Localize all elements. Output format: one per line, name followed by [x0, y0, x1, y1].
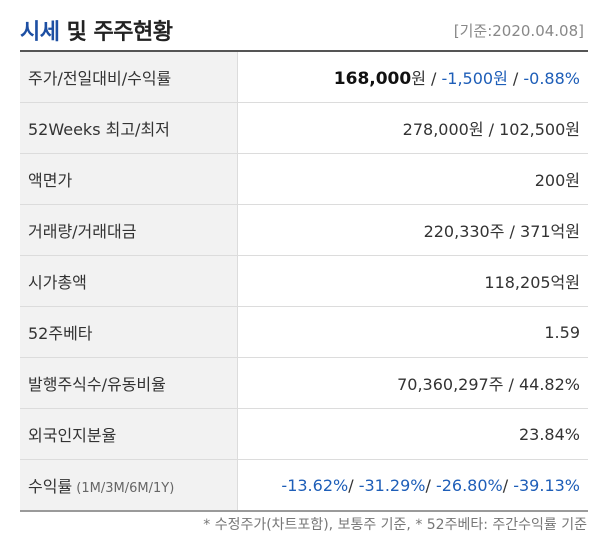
table-row: 주가/전일대비/수익률 168,000원 / -1,500원 / -0.88%: [20, 51, 588, 103]
table-row: 수익률 (1M/3M/6M/1Y) -13.62%/ -31.29%/ -26.…: [20, 459, 589, 512]
row-value: 168,000원 / -1,500원 / -0.88%: [237, 51, 588, 103]
row-label: 주가/전일대비/수익률: [20, 51, 238, 103]
row-label: 액면가: [20, 153, 238, 205]
table-row: 액면가 200원: [20, 153, 588, 205]
row-value: 278,000원 / 102,500원: [237, 102, 588, 154]
separator: /: [502, 475, 514, 495]
price-change-rate: -0.88%: [523, 69, 580, 88]
row-value: 220,330주 / 371억원: [237, 204, 588, 256]
return-3m: -31.29%: [358, 475, 426, 495]
separator: /: [425, 475, 436, 495]
row-label: 거래량/거래대금: [20, 204, 238, 256]
current-price: 168,000: [333, 69, 412, 89]
separator: /: [507, 69, 524, 88]
footnote: * 수정주가(차트포함), 보통주 기준, * 52주베타: 주간수익률 기준: [203, 517, 587, 533]
table-row: 외국인지분율 23.84%: [20, 408, 588, 460]
row-label: 수익률 (1M/3M/6M/1Y): [20, 459, 238, 511]
table-row: 52Weeks 최고/최저 278,000원 / 102,500원: [20, 102, 588, 154]
table-row: 거래량/거래대금 220,330주 / 371억원: [20, 204, 588, 256]
returns-label: 수익률: [28, 477, 73, 496]
table-row: 발행주식수/유동비율 70,360,297주 / 44.82%: [20, 357, 588, 409]
title-accent: 시세: [20, 20, 60, 45]
stock-info-table: 주가/전일대비/수익률 168,000원 / -1,500원 / -0.88% …: [20, 50, 588, 512]
separator: /: [425, 69, 442, 88]
row-value: 118,205억원: [237, 255, 588, 307]
returns-periods: (1M/3M/6M/1Y): [72, 481, 175, 496]
reference-date: [기준:2020.04.08]: [453, 22, 584, 40]
row-value: -13.62%/ -31.29%/ -26.80%/ -39.13%: [238, 460, 589, 512]
row-label: 발행주식수/유동비율: [20, 357, 238, 409]
return-6m: -26.80%: [435, 475, 503, 495]
panel-title: 시세 및 주주현황: [20, 14, 173, 46]
row-label: 시가총액: [20, 255, 238, 307]
table-row: 52주베타 1.59: [20, 306, 588, 358]
row-label: 52주베타: [20, 306, 238, 358]
price-unit: 원: [411, 69, 426, 88]
row-value: 23.84%: [237, 408, 588, 460]
row-value: 70,360,297주 / 44.82%: [237, 357, 588, 409]
separator: /: [348, 475, 359, 495]
return-1y: -39.13%: [513, 475, 580, 495]
table-row: 시가총액 118,205억원: [20, 255, 588, 307]
title-rest: 및 주주현황: [59, 20, 173, 45]
panel-header: 시세 및 주주현황 [기준:2020.04.08]: [20, 12, 588, 46]
row-value: 1.59: [237, 306, 588, 358]
row-value: 200원: [237, 153, 588, 205]
row-label: 외국인지분율: [20, 408, 238, 460]
return-1m: -13.62%: [281, 475, 349, 495]
price-change: -1,500원: [441, 69, 508, 88]
row-label: 52Weeks 최고/최저: [20, 102, 238, 154]
